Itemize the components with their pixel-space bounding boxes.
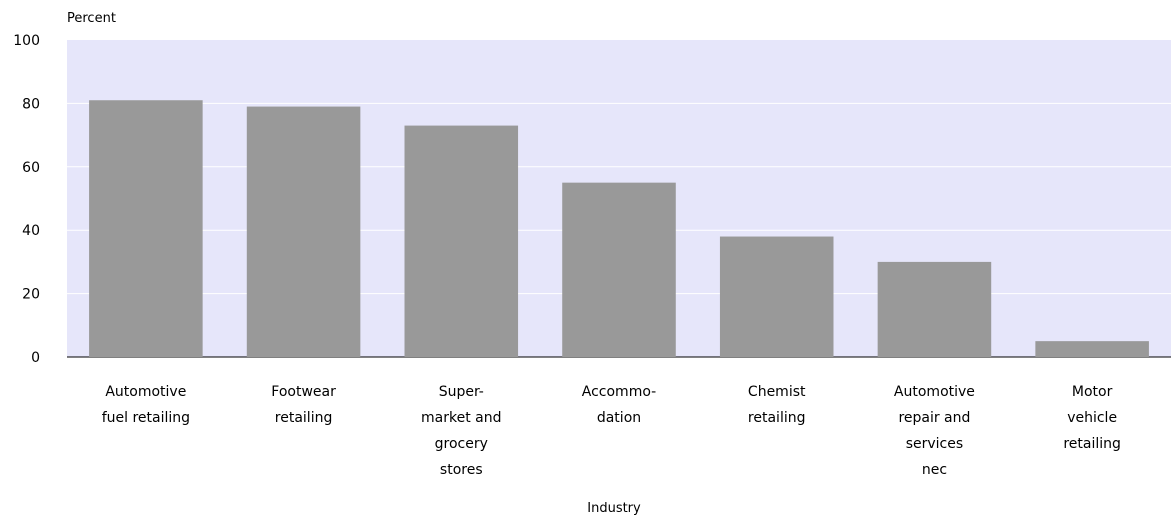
bar xyxy=(246,106,361,357)
x-category-label: Automotive repair and services nec xyxy=(894,384,975,478)
bar xyxy=(89,100,203,357)
x-axis-category-labels: Automotive fuel retailing Footwear retailin… xyxy=(102,384,1121,478)
y-tick-label: 0 xyxy=(31,350,40,366)
bar xyxy=(562,182,676,357)
bars xyxy=(89,100,1149,357)
bar xyxy=(1035,341,1149,357)
x-axis-title: Industry xyxy=(587,501,641,516)
y-axis-title: Percent xyxy=(67,11,116,26)
y-tick-label: 40 xyxy=(22,223,40,239)
x-category-label: Super-market and grocery stores xyxy=(421,384,501,478)
y-tick-label: 20 xyxy=(22,287,40,303)
y-tick-label: 100 xyxy=(13,33,40,49)
y-axis-tick-labels: 0 20 40 60 80 100 xyxy=(13,33,40,366)
x-category-label: Automotive fuel retailing xyxy=(102,384,190,426)
bar xyxy=(719,236,834,357)
x-category-label: Accommo-dation xyxy=(582,384,656,426)
x-category-label: Chemist retailing xyxy=(748,384,806,426)
bar xyxy=(877,261,992,357)
bar xyxy=(404,125,519,357)
y-tick-label: 80 xyxy=(22,96,40,112)
x-category-label: Footwear retailing xyxy=(271,384,336,426)
x-category-label: Motor vehicle retailing xyxy=(1063,384,1121,452)
y-tick-label: 60 xyxy=(22,160,40,176)
